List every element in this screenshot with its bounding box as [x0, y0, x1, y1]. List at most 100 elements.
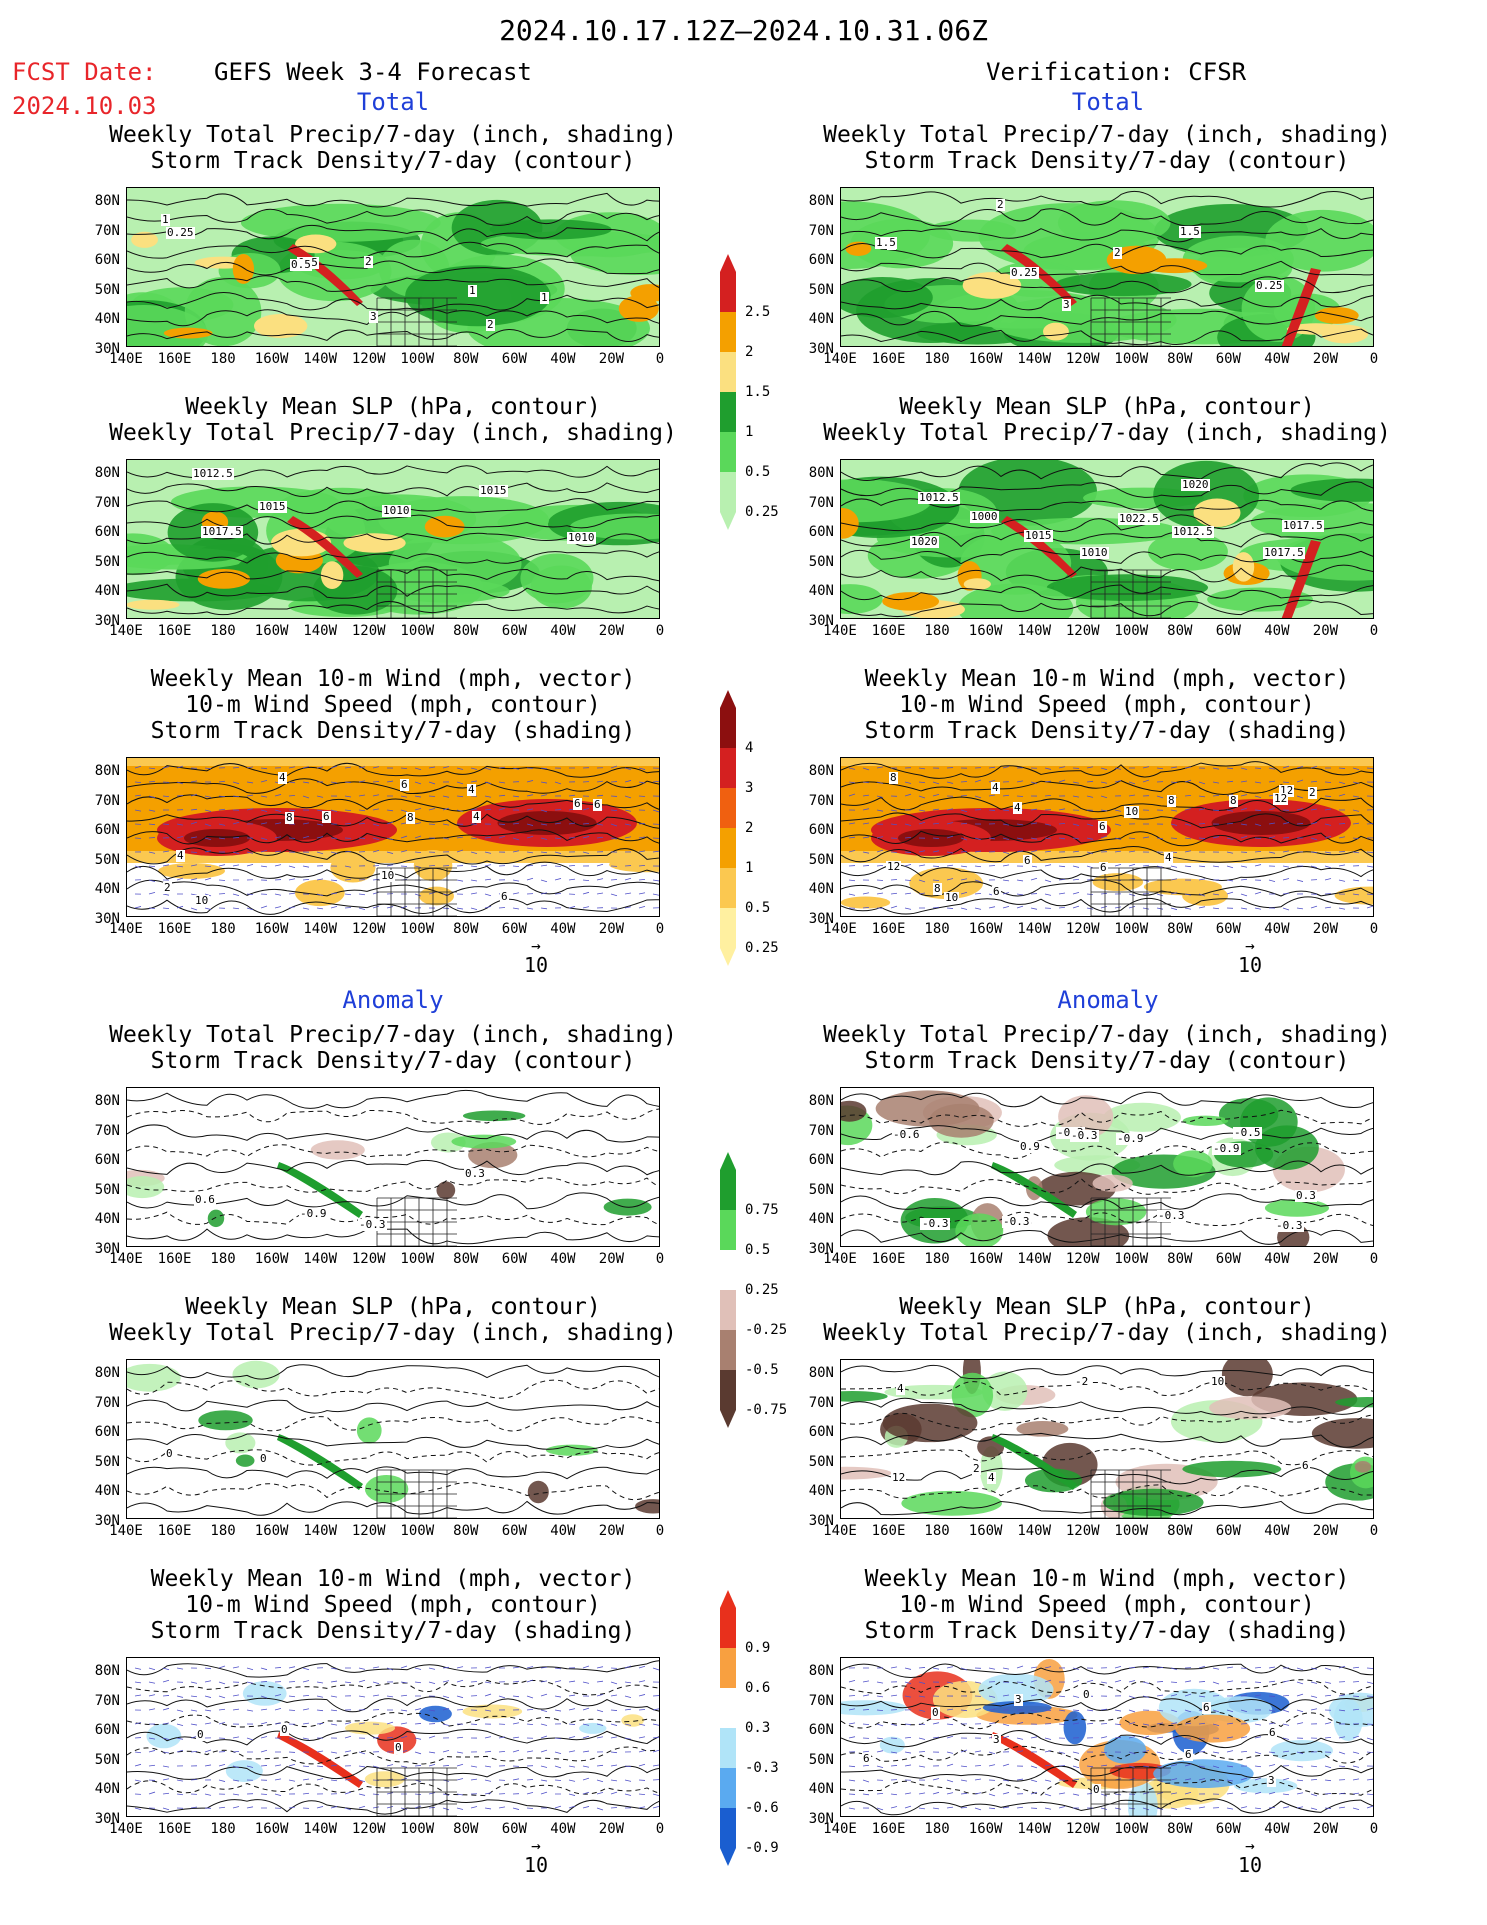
contour-label: -0.3 [1157, 1209, 1186, 1222]
contour-label: 6 [1184, 1748, 1193, 1761]
map-panel-p5: 2 4 6 4 6 4 8 10 6 6 10 6 8 4 [126, 757, 660, 917]
panel-title-line: Weekly Mean 10-m Wind (mph, vector) [864, 666, 1350, 692]
contour-label: 4 [987, 1471, 996, 1484]
lon-tick-label: 60W [501, 921, 527, 937]
lon-tick-label: 180 [924, 623, 950, 639]
lon-tick-label: 160E [157, 351, 192, 367]
lat-tick-label: 50N [808, 1751, 834, 1768]
lon-tick-label: 60W [501, 1821, 527, 1837]
lon-tick-label: 160W [254, 1821, 289, 1837]
lat-tick-label: 70N [94, 1122, 120, 1139]
contour-label: 1012.5 [192, 467, 234, 480]
lon-tick-label: 0 [1369, 623, 1379, 639]
contour-label: 6 [1099, 861, 1108, 874]
lon-tick-label: 0 [655, 351, 665, 367]
colorbar-label: -0.75 [745, 1402, 788, 1418]
lon-tick-label: 180 [210, 1523, 236, 1539]
lon-tick-label: 0 [1369, 1523, 1379, 1539]
colorbar-swatch [720, 908, 736, 948]
lat-tick-label: 30N [94, 340, 120, 357]
contour-label: 8 [889, 771, 898, 784]
map-panel-p4: 1012.5 1000 1010 1012.5 1017.5 1020 1015 1022.5… [840, 459, 1374, 619]
lon-tick-label: 40W [550, 1251, 576, 1267]
lon-tick-label: 140W [303, 623, 338, 639]
lon-tick-label: 160W [968, 351, 1003, 367]
map-panel-p12: 6 3 0 6 6 0 3 0 6 3 [840, 1657, 1374, 1817]
lon-tick-label: 140E [109, 921, 143, 937]
lon-tick-label: 80W [1167, 1821, 1193, 1837]
contour-label: 12 [886, 860, 902, 873]
lon-tick-label: 180 [210, 921, 236, 937]
lon-tick-label: 140E [109, 623, 143, 639]
colorbar-label: 0.9 [745, 1640, 771, 1656]
lat-tick-label: 60N [94, 1152, 120, 1168]
lon-tick-label: 140W [303, 1251, 338, 1267]
lat-tick-label: 80N [808, 763, 834, 779]
colorbar-precip_anom [720, 1152, 736, 1428]
lon-tick-label: 0 [1369, 1251, 1379, 1267]
lon-tick-label: 40W [1264, 1251, 1290, 1267]
lat-tick-label: 60N [94, 822, 120, 838]
map-shading [127, 188, 659, 346]
contour-label: 0 [280, 1723, 289, 1736]
contour-label: 0.5 [290, 258, 312, 271]
colorbar-label: 2 [745, 344, 754, 360]
lat-tick-label: 80N [808, 465, 834, 481]
contour-label: 1017.5 [1263, 546, 1305, 559]
lon-tick-label: 40W [550, 921, 576, 937]
lon-tick-label: 180 [924, 921, 950, 937]
lon-tick-label: 120W [351, 921, 386, 937]
lon-tick-label: 100W [400, 351, 435, 367]
lat-tick-label: 70N [94, 222, 120, 239]
panel-title-line: Weekly Total Precip/7-day (inch, shading… [109, 122, 677, 148]
contour-label: -0.9 [1116, 1132, 1145, 1145]
lat-tick-label: 70N [94, 1692, 120, 1709]
map-shading [127, 460, 659, 618]
lat-tick-label: 30N [94, 612, 120, 629]
lon-tick-label: 140E [823, 351, 857, 367]
lon-tick-label: 100W [400, 623, 435, 639]
lon-tick-label: 180 [210, 1821, 236, 1837]
lon-tick-label: 120W [1065, 351, 1100, 367]
lat-tick-label: 40N [94, 1483, 120, 1499]
map-panel-p7: 0.6 -0.9 -0.3 0.3 [126, 1087, 660, 1247]
lon-tick-label: 160W [968, 623, 1003, 639]
panel-title-line: Weekly Total Precip/7-day (inch, shading… [109, 1022, 677, 1048]
colorbar-label: 1.5 [745, 384, 771, 400]
lat-tick-label: 80N [94, 193, 120, 209]
lat-tick-label: 40N [94, 583, 120, 599]
panel-title-line: Storm Track Density/7-day (contour) [150, 148, 636, 174]
lon-tick-label: 140E [823, 623, 857, 639]
contour-label: 6 [1023, 854, 1032, 867]
lon-tick-label: 160E [157, 921, 192, 937]
contour-label: 1 [161, 213, 170, 226]
lat-tick-label: 60N [94, 252, 120, 268]
arrow-icon: → [531, 936, 541, 955]
contour-label: 0 [931, 1706, 940, 1719]
panel-title-line: Weekly Mean SLP (hPa, contour) [899, 394, 1315, 420]
lon-tick-label: 160W [254, 623, 289, 639]
lat-tick-label: 60N [808, 252, 834, 268]
lat-tick-label: 30N [94, 910, 120, 927]
vector-reference-value: 10 [1237, 1853, 1263, 1877]
lon-tick-label: 40W [550, 351, 576, 367]
lat-tick-label: 70N [808, 1394, 834, 1411]
lat-tick-label: 70N [94, 494, 120, 511]
lon-tick-label: 80W [453, 623, 479, 639]
contour-label: 0 [259, 1452, 268, 1465]
lon-tick-label: 0 [655, 921, 665, 937]
colorbar-label: 0.75 [745, 1202, 779, 1218]
lat-tick-label: 60N [808, 524, 834, 540]
lon-tick-label: 160W [968, 921, 1003, 937]
lat-tick-label: 30N [808, 612, 834, 629]
lat-tick-label: 50N [94, 553, 120, 570]
lon-tick-label: 180 [210, 623, 236, 639]
contour-label: 1020 [1181, 478, 1210, 491]
lat-tick-label: 40N [808, 583, 834, 599]
map-shading [127, 1088, 659, 1246]
panel-title-line: 10-m Wind Speed (mph, contour) [899, 1592, 1315, 1618]
lon-tick-label: 60W [1215, 351, 1241, 367]
lon-tick-label: 40W [550, 623, 576, 639]
lon-tick-label: 120W [1065, 921, 1100, 937]
